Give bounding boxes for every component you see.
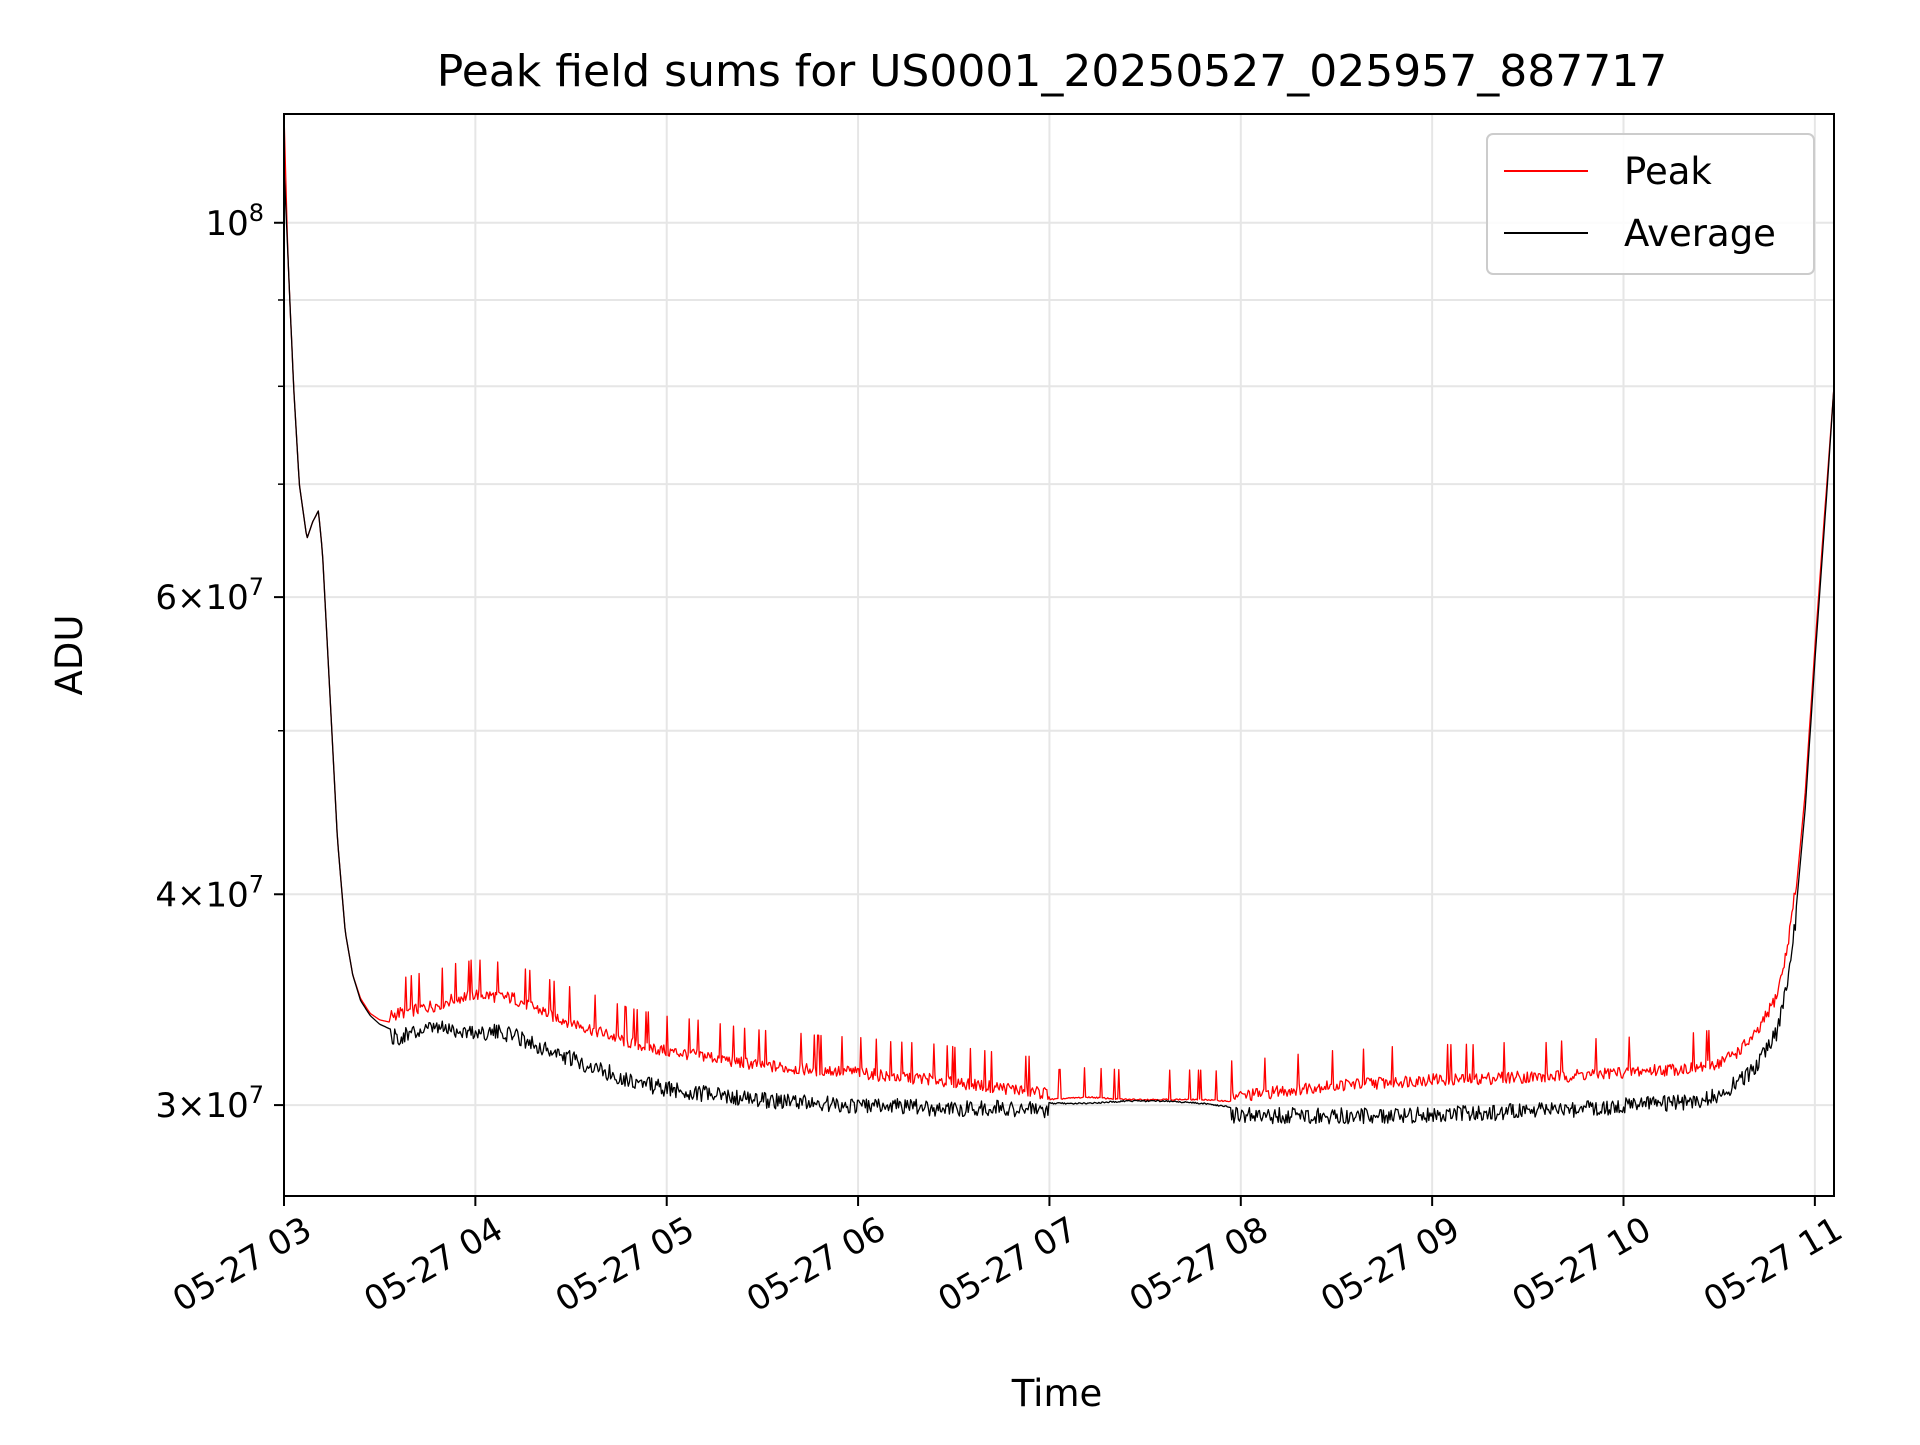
y-tick-label-3: 3×107 [155,1081,264,1126]
y-axis-label: ADU [48,615,91,696]
x-axis-label: Time [1011,1372,1103,1415]
series-line-peak [283,113,1835,1103]
legend-box [1486,133,1815,275]
legend-label-average: Average [1624,212,1776,255]
series-line-average [283,166,1835,1125]
plot-area [284,114,1834,1196]
chart-title: Peak field sums for US0001_20250527_0259… [437,46,1667,97]
legend-label-peak: Peak [1624,150,1712,193]
plot-frame [283,113,1835,1197]
y-tick-label-1: 6×107 [155,573,264,618]
series-layer [283,113,1835,1125]
legend: Peak Average [1486,133,1815,275]
y-tick-label-0: 108 [205,199,264,244]
y-tick-label-2: 4×107 [155,870,264,915]
